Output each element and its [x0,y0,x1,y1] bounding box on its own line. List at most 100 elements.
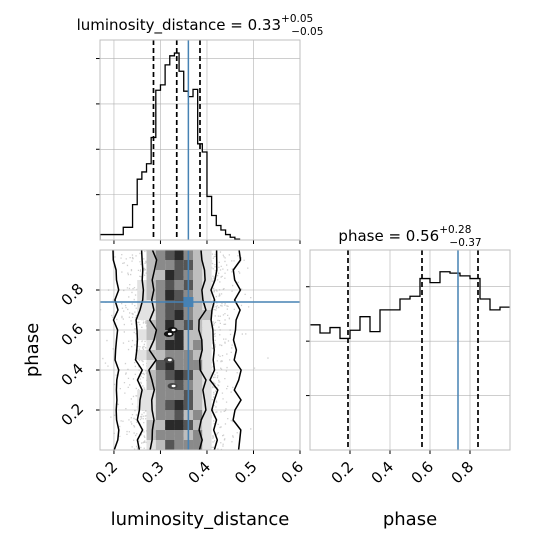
density-cell [155,270,166,280]
contour-outer-left [112,250,120,450]
density-cell [193,340,203,350]
density-cell [174,260,184,270]
density-cell [174,440,184,450]
x-tick-label: 0.4 [185,458,215,488]
density-cell [174,410,184,420]
density-cell [155,350,166,360]
density-cell [193,360,203,370]
density-cell [202,400,212,410]
density-cell [165,390,175,400]
density-cell [165,310,175,320]
density-cell [174,350,184,360]
histogram-steps [100,52,241,240]
density-cell [137,350,147,360]
density-cell [174,340,184,350]
y-tick-label: 0.2 [58,400,88,430]
density-cell [193,300,203,310]
axis-ticks: 0.2 0.4 0.6 0.8 [306,286,478,488]
density-cell [137,400,147,410]
density-cell [146,390,156,400]
x-tick-label: 0.2 [328,458,358,488]
density-cell [137,280,147,290]
density-cell [155,320,166,330]
density-cell [202,420,212,430]
x-tick-label: 0.3 [138,458,168,488]
density-cell [155,400,166,410]
density-cell [155,430,166,440]
density-contours [112,250,242,450]
quantile-lines [152,40,201,240]
density-cell [193,290,203,300]
density-cell [146,360,156,370]
density-cell [165,270,175,280]
contour-inner-left [148,250,158,450]
density-cell [146,270,156,280]
x-tick-label: 0.8 [448,458,478,488]
quantile-lines [347,250,479,450]
density-cell [174,400,184,410]
contour-mid-right [209,250,219,450]
density-cell [202,340,212,350]
density-cell [146,380,156,390]
density-cell [174,390,184,400]
density-cell [193,250,203,260]
density-cell [165,430,175,440]
density-cell [174,250,184,260]
density-cell [174,430,184,440]
histogram-step-line [310,271,510,340]
density-cell [146,430,156,440]
density-cell [137,310,147,320]
density-cell [146,250,156,260]
density-cell [174,380,184,390]
density-cell [202,360,212,370]
density-cell [165,320,175,330]
density-cell [202,390,212,400]
density-cell [193,420,203,430]
luminosity-distance-histogram-panel: luminosity_distance = 0.33+0.05 −0.05 [77,13,323,244]
histogram-steps [310,271,510,340]
density-cell [155,290,166,300]
density-cell [146,350,156,360]
density-cell [146,420,156,430]
density-cell [174,270,184,280]
density-cell [174,420,184,430]
density-cell [174,330,184,340]
contour-inner-right [198,250,207,450]
density-cell [174,310,184,320]
density-cell [146,290,156,300]
density-cell [193,380,203,390]
density-cell [174,280,184,290]
x-tick-label: 0.6 [408,458,438,488]
density-cell [193,440,203,450]
density-cell [193,400,203,410]
density-cell [146,280,156,290]
density-cell [174,360,184,370]
density-cell [165,370,175,380]
density-cell [165,340,175,350]
phase-title: phase = 0.56+0.28 −0.37 [338,224,481,249]
contour-outer-right [232,250,242,450]
density-cell [165,260,175,270]
density-cell [193,350,203,360]
density-cell [155,370,166,380]
density-cell [193,370,203,380]
density-cell [202,280,212,290]
density-cell [146,260,156,270]
y-tick-label: 0.4 [58,360,88,390]
density-cell [155,250,166,260]
density-cell [165,360,175,370]
y-axis-label-phase: phase [22,323,43,377]
density-cell [202,250,212,260]
histogram-step-line [100,52,241,240]
truth-crosshair [100,250,300,450]
density-cell [165,350,175,360]
density-cell [174,370,184,380]
density-cell [155,340,166,350]
density-cell [155,300,166,310]
density-cell [202,410,212,420]
density-peak-center [171,384,176,388]
density-cell [202,320,212,330]
density-cell [193,430,203,440]
x-tick-label: 0.5 [231,458,261,488]
